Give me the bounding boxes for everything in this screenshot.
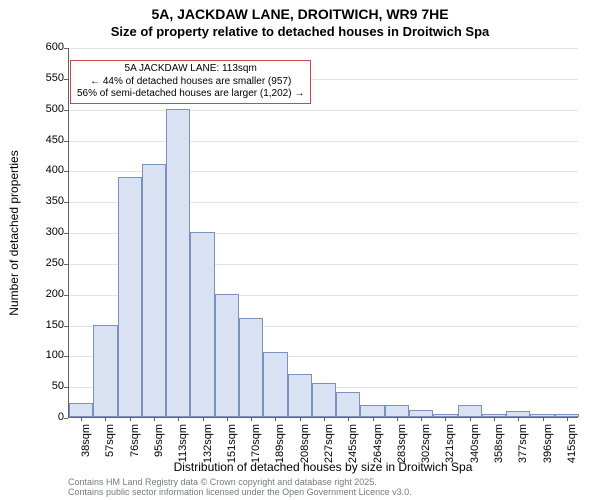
ytick-label: 400 (46, 164, 64, 176)
bar (312, 383, 336, 417)
credits-text: Contains HM Land Registry data © Crown c… (68, 478, 412, 498)
annotation-line1: 5A JACKDAW LANE: 113sqm (77, 63, 304, 76)
bar (118, 177, 142, 418)
xtick-label: 113sqm (177, 424, 189, 464)
ytick-mark (64, 295, 68, 296)
bar (336, 392, 360, 417)
xtick-label: 227sqm (323, 424, 335, 464)
xtick-label: 189sqm (274, 424, 286, 464)
bar (288, 374, 312, 417)
bar (263, 352, 287, 417)
xtick-label: 151sqm (226, 424, 238, 464)
plot-area (68, 48, 578, 418)
ytick-label: 250 (46, 257, 64, 269)
ytick-mark (64, 418, 68, 419)
bar (239, 318, 263, 417)
bar (142, 164, 166, 417)
xtick-mark (470, 417, 471, 421)
xtick-label: 95sqm (153, 424, 165, 464)
bar (385, 405, 409, 417)
annotation-box: 5A JACKDAW LANE: 113sqm← 44% of detached… (70, 60, 311, 104)
xtick-mark (178, 417, 179, 421)
ytick-label: 500 (46, 103, 64, 115)
xtick-label: 208sqm (299, 424, 311, 464)
xtick-label: 57sqm (104, 424, 116, 464)
xtick-label: 321sqm (444, 424, 456, 464)
xtick-label: 415sqm (566, 424, 578, 464)
bar (93, 325, 117, 418)
chart-title-line2: Size of property relative to detached ho… (0, 24, 600, 39)
xtick-label: 340sqm (469, 424, 481, 464)
ytick-label: 150 (46, 319, 64, 331)
xtick-mark (105, 417, 106, 421)
ytick-mark (64, 326, 68, 327)
xtick-mark (324, 417, 325, 421)
ytick-label: 200 (46, 288, 64, 300)
xtick-mark (445, 417, 446, 421)
gridline (69, 48, 578, 49)
annotation-line2: ← 44% of detached houses are smaller (95… (77, 76, 304, 89)
bar (69, 403, 93, 417)
xtick-mark (300, 417, 301, 421)
xtick-label: 76sqm (129, 424, 141, 464)
xtick-mark (567, 417, 568, 421)
xtick-mark (81, 417, 82, 421)
xtick-mark (348, 417, 349, 421)
bar (215, 294, 239, 417)
bar (360, 405, 384, 417)
bar (166, 109, 190, 417)
bar (190, 232, 214, 417)
xtick-label: 377sqm (517, 424, 529, 464)
gridline (69, 110, 578, 111)
xtick-mark (130, 417, 131, 421)
ytick-mark (64, 264, 68, 265)
ytick-label: 550 (46, 72, 64, 84)
ytick-label: 50 (52, 380, 64, 392)
xtick-label: 358sqm (493, 424, 505, 464)
xtick-mark (154, 417, 155, 421)
xtick-mark (397, 417, 398, 421)
xtick-mark (421, 417, 422, 421)
ytick-label: 350 (46, 195, 64, 207)
xtick-label: 132sqm (202, 424, 214, 464)
xtick-label: 396sqm (542, 424, 554, 464)
ytick-mark (64, 48, 68, 49)
xtick-mark (518, 417, 519, 421)
xtick-label: 245sqm (347, 424, 359, 464)
bar (458, 405, 482, 417)
bar (409, 410, 433, 417)
xtick-mark (543, 417, 544, 421)
y-axis-label: Number of detached properties (7, 150, 21, 315)
xtick-mark (203, 417, 204, 421)
gridline (69, 141, 578, 142)
xtick-label: 302sqm (420, 424, 432, 464)
xtick-label: 283sqm (396, 424, 408, 464)
xtick-mark (275, 417, 276, 421)
ytick-label: 0 (58, 411, 64, 423)
xtick-label: 170sqm (250, 424, 262, 464)
credits-line2: Contains public sector information licen… (68, 488, 412, 498)
ytick-mark (64, 79, 68, 80)
ytick-mark (64, 141, 68, 142)
xtick-mark (251, 417, 252, 421)
ytick-mark (64, 202, 68, 203)
ytick-label: 450 (46, 134, 64, 146)
xtick-mark (373, 417, 374, 421)
xtick-mark (494, 417, 495, 421)
ytick-mark (64, 387, 68, 388)
ytick-label: 600 (46, 41, 64, 53)
chart-title-line1: 5A, JACKDAW LANE, DROITWICH, WR9 7HE (0, 6, 600, 22)
ytick-label: 300 (46, 226, 64, 238)
ytick-mark (64, 356, 68, 357)
ytick-mark (64, 110, 68, 111)
xtick-label: 264sqm (372, 424, 384, 464)
ytick-mark (64, 171, 68, 172)
ytick-label: 100 (46, 349, 64, 361)
xtick-label: 38sqm (80, 424, 92, 464)
annotation-line3: 56% of semi-detached houses are larger (… (77, 88, 304, 101)
xtick-mark (227, 417, 228, 421)
ytick-mark (64, 233, 68, 234)
